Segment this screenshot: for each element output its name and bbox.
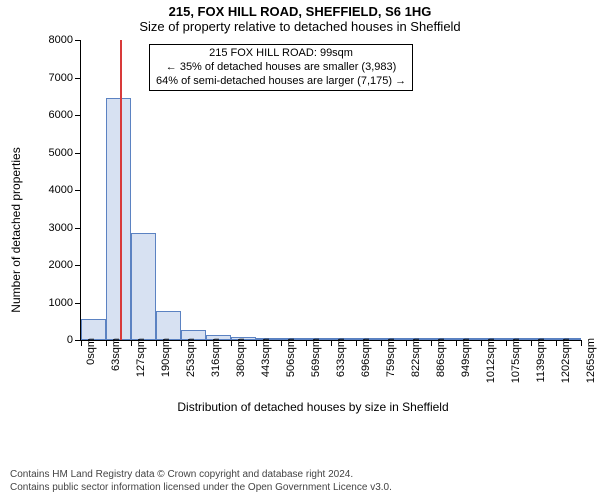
x-tick-label: 1075sqm <box>510 338 522 383</box>
y-tick-label: 8000 <box>41 34 73 46</box>
y-tick <box>75 40 81 41</box>
x-tick <box>256 340 257 346</box>
y-axis-label: Number of detached properties <box>9 147 23 312</box>
x-tick-label: 190sqm <box>160 338 172 377</box>
annotation-box: 215 FOX HILL ROAD: 99sqm ← 35% of detach… <box>149 44 413 91</box>
page-subtitle: Size of property relative to detached ho… <box>0 19 600 34</box>
x-tick-label: 316sqm <box>210 338 222 377</box>
chart-container: 215, FOX HILL ROAD, SHEFFIELD, S6 1HG Si… <box>0 0 600 500</box>
x-tick <box>406 340 407 346</box>
footer-attribution: Contains HM Land Registry data © Crown c… <box>10 468 392 494</box>
histogram-bar <box>106 98 131 340</box>
histogram-bar <box>131 233 156 340</box>
x-tick-label: 822sqm <box>410 338 422 377</box>
footer-line: Contains public sector information licen… <box>10 481 392 494</box>
annotation-line: ← 35% of detached houses are smaller (3,… <box>156 61 406 75</box>
histogram-bar <box>156 311 181 340</box>
y-tick <box>75 190 81 191</box>
x-tick <box>431 340 432 346</box>
x-tick-label: 886sqm <box>435 338 447 377</box>
x-tick <box>106 340 107 346</box>
y-tick <box>75 265 81 266</box>
x-tick <box>356 340 357 346</box>
y-tick <box>75 303 81 304</box>
x-tick <box>306 340 307 346</box>
x-tick <box>131 340 132 346</box>
histogram-bar <box>81 319 106 340</box>
x-tick-label: 0sqm <box>85 338 97 365</box>
y-tick <box>75 153 81 154</box>
y-tick-label: 1000 <box>41 297 73 309</box>
x-tick-label: 1202sqm <box>560 338 572 383</box>
y-tick <box>75 78 81 79</box>
x-tick-label: 253sqm <box>185 338 197 377</box>
y-tick-label: 2000 <box>41 259 73 271</box>
x-tick-label: 1139sqm <box>535 338 547 382</box>
x-tick-label: 1265sqm <box>585 338 597 383</box>
plot-area: 0100020003000400050006000700080000sqm63s… <box>80 40 581 341</box>
x-tick-label: 127sqm <box>135 338 147 377</box>
x-tick-label: 569sqm <box>310 338 322 377</box>
x-tick <box>281 340 282 346</box>
y-tick <box>75 115 81 116</box>
y-tick <box>75 228 81 229</box>
y-tick-label: 0 <box>41 334 73 346</box>
footer-line: Contains HM Land Registry data © Crown c… <box>10 468 392 481</box>
x-axis-label: Distribution of detached houses by size … <box>38 400 588 414</box>
x-tick-label: 63sqm <box>110 338 122 371</box>
x-tick <box>156 340 157 346</box>
x-tick <box>456 340 457 346</box>
y-tick-label: 4000 <box>41 184 73 196</box>
x-tick <box>231 340 232 346</box>
x-tick <box>581 340 582 346</box>
x-tick-label: 380sqm <box>235 338 247 377</box>
x-tick <box>531 340 532 346</box>
x-tick-label: 696sqm <box>360 338 372 377</box>
annotation-line: 215 FOX HILL ROAD: 99sqm <box>156 47 406 61</box>
x-tick <box>181 340 182 346</box>
x-tick-label: 1012sqm <box>485 338 497 383</box>
y-tick-label: 3000 <box>41 222 73 234</box>
x-tick <box>381 340 382 346</box>
x-tick <box>556 340 557 346</box>
property-marker-line <box>120 40 122 340</box>
x-tick <box>331 340 332 346</box>
y-tick-label: 5000 <box>41 147 73 159</box>
x-tick-label: 633sqm <box>335 338 347 377</box>
x-tick-label: 443sqm <box>260 338 272 377</box>
x-tick <box>81 340 82 346</box>
y-tick-label: 7000 <box>41 72 73 84</box>
y-tick-label: 6000 <box>41 109 73 121</box>
x-tick-label: 506sqm <box>285 338 297 377</box>
chart-area: Number of detached properties 0100020003… <box>38 40 588 420</box>
page-title: 215, FOX HILL ROAD, SHEFFIELD, S6 1HG <box>0 0 600 19</box>
x-tick-label: 759sqm <box>385 338 397 377</box>
x-tick <box>481 340 482 346</box>
x-tick <box>506 340 507 346</box>
x-tick-label: 949sqm <box>460 338 472 377</box>
x-tick <box>206 340 207 346</box>
annotation-line: 64% of semi-detached houses are larger (… <box>156 75 406 89</box>
